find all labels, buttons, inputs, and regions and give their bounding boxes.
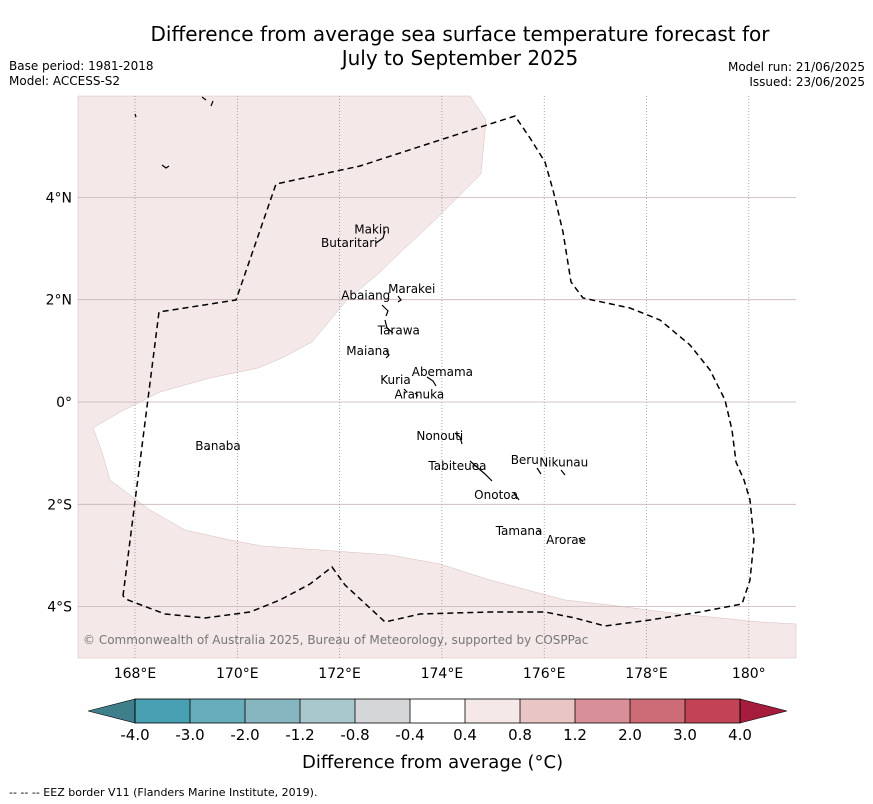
colorbar-tick-label: -2.0	[230, 726, 259, 744]
lon-tick-label: 170°E	[216, 666, 259, 682]
colorbar-tick-label: -4.0	[120, 726, 149, 744]
island-label-kuria: Kuria	[380, 373, 411, 387]
island-label-onotoa: Onotoa	[474, 488, 518, 502]
colorbar-segment	[245, 699, 300, 723]
island-coastlines	[134, 96, 584, 543]
meta-right: Model run: 21/06/2025 Issued: 23/06/2025	[728, 60, 865, 90]
island-shape-makin	[375, 230, 386, 244]
island-shape-onotoa	[513, 492, 520, 501]
colorbar-arrow-high	[739, 698, 788, 724]
island-label-makin: Makin	[354, 222, 390, 236]
colorbar-tick-label: 0.8	[508, 726, 532, 744]
eez-border-west	[122, 115, 755, 627]
colorbar-tick-label: 2.0	[618, 726, 642, 744]
latitude-labels: 4°N 2°N 0° 2°S 4°S	[46, 190, 73, 615]
island-shape-arorae	[578, 537, 584, 543]
lat-tick-label: 2°N	[46, 293, 72, 309]
colorbar-segment	[630, 699, 685, 723]
island-shape-nw1	[201, 96, 214, 107]
island-label-tarawa: Tarawa	[377, 323, 420, 337]
colorbar-tick-label: 4.0	[728, 726, 752, 744]
lon-tick-label: 174°E	[421, 666, 464, 682]
island-shape-aranuka	[414, 392, 419, 397]
island-label-beru: Beru	[511, 453, 539, 467]
island-shape-tabiteuea	[469, 460, 493, 482]
colorbar-title: Difference from average (°C)	[302, 752, 564, 773]
island-label-nikunau: Nikunau	[539, 456, 588, 470]
colorbar-tick-label: 3.0	[673, 726, 697, 744]
island-label-arorae: Arorae	[546, 533, 586, 547]
island-label-maiana: Maiana	[346, 344, 389, 358]
lat-tick-label: 2°S	[47, 497, 72, 513]
island-shape-maiana	[385, 349, 390, 359]
colorbar-segment	[410, 699, 465, 723]
meta-left: Base period: 1981-2018 Model: ACCESS-S2	[9, 59, 154, 89]
island-shape-banaba	[207, 447, 210, 451]
map-title-line1: Difference from average sea surface temp…	[150, 22, 770, 46]
island-shape-marakei	[397, 295, 402, 303]
island-label-banaba: Banaba	[195, 439, 241, 453]
island-shape-nonouti	[454, 432, 463, 445]
island-label-nonouti: Nonouti	[416, 429, 463, 443]
lon-tick-label: 176°E	[523, 666, 566, 682]
lon-tick-label: 178°E	[625, 666, 668, 682]
island-shape-tamana	[537, 529, 542, 534]
island-label-abemama: Abemama	[412, 365, 473, 379]
latitude-gridlines	[78, 196, 796, 607]
island-shape-abaiang	[381, 304, 389, 317]
model-text: Model: ACCESS-S2	[9, 74, 121, 88]
colorbar-segment	[465, 699, 520, 723]
copyright-text: © Commonwealth of Australia 2025, Bureau…	[83, 633, 588, 647]
map-title-line2: July to September 2025	[341, 46, 579, 70]
colorbar-segment	[190, 699, 245, 723]
island-shape-beru	[536, 467, 542, 475]
base-period-text: Base period: 1981-2018	[9, 59, 154, 73]
lat-tick-label: 4°S	[47, 600, 72, 616]
colorbar-segment	[575, 699, 630, 723]
map-title: Difference from average sea surface temp…	[110, 22, 810, 70]
colorbar: -4.0 -3.0 -2.0 -1.2 -0.8 -0.4 0.4 0.8 1.2 2.0 3.0 4…	[87, 698, 788, 744]
colorbar-segment	[685, 699, 740, 723]
colorbar-segment	[300, 699, 355, 723]
island-label-tamana: Tamana	[495, 524, 543, 538]
colorbar-tick-label: -0.8	[340, 726, 369, 744]
colorbar-tick-label: 1.2	[563, 726, 587, 744]
legend-footer: -- -- -- EEZ border V11 (Flanders Marine…	[9, 786, 318, 799]
model-run-text: Model run: 21/06/2025	[727, 60, 865, 74]
island-label-abaiang: Abaiang	[341, 288, 390, 302]
colorbar-tick-label: -3.0	[175, 726, 204, 744]
issued-text: Issued: 23/06/2025	[749, 75, 865, 89]
island-shape-tarawa	[384, 319, 394, 334]
longitude-gridlines	[134, 96, 750, 658]
island-shape-nw3	[161, 164, 170, 169]
island-shape-nikunau	[560, 469, 566, 476]
colorbar-tick-label: -0.4	[395, 726, 424, 744]
island-shape-abemama	[426, 376, 437, 387]
colorbar-arrow-low	[87, 698, 136, 724]
island-label-butaritari: Butaritari	[321, 236, 378, 250]
lon-tick-label: 168°E	[114, 666, 157, 682]
colorbar-segment	[135, 699, 190, 723]
island-label-tabiteuea: Tabiteuea	[427, 459, 486, 473]
longitude-labels: 168°E 170°E 172°E 174°E 176°E 178°E 180°	[114, 666, 766, 682]
island-shape-nw2	[134, 113, 137, 118]
island-label-marakei: Marakei	[388, 282, 435, 296]
lon-tick-label: 180°	[732, 666, 766, 682]
colorbar-segment	[355, 699, 410, 723]
island-label-aranuka: Aranuka	[394, 387, 444, 401]
colorbar-segment	[520, 699, 575, 723]
island-shape-kuria	[403, 388, 408, 393]
lon-tick-label: 172°E	[318, 666, 361, 682]
lat-tick-label: 0°	[56, 395, 72, 411]
colorbar-tick-label: 0.4	[453, 726, 477, 744]
colorbar-tick-label: -1.2	[285, 726, 314, 744]
lat-tick-label: 4°N	[46, 190, 72, 206]
